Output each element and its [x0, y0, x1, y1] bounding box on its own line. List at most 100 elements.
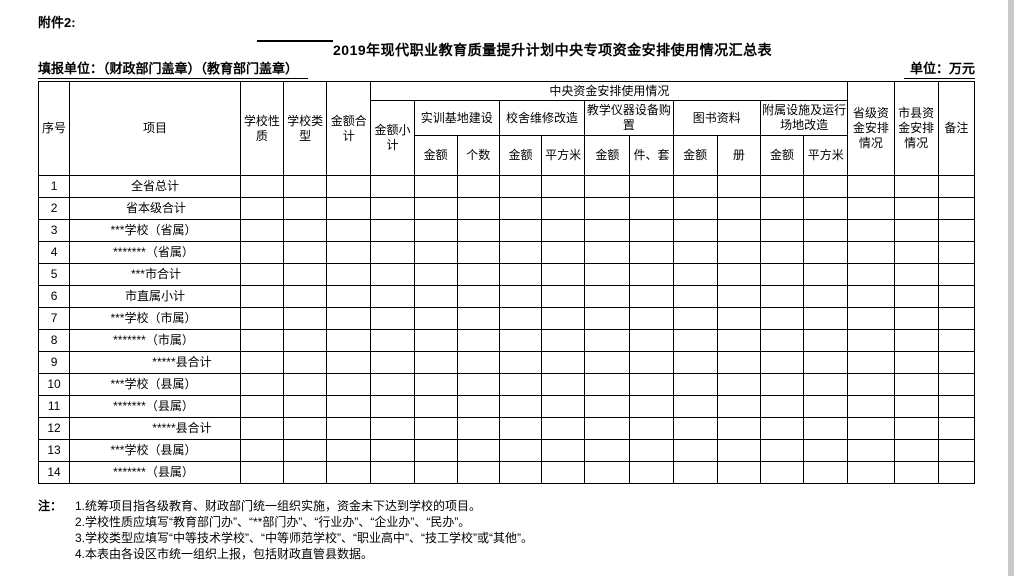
empty-cell — [541, 219, 586, 242]
col-header-total-amount: 金额合计 — [326, 81, 372, 176]
col-header-remarks: 备注 — [937, 81, 976, 176]
empty-cell — [326, 351, 372, 374]
subcol-facilities-sqm: 平方米 — [803, 135, 849, 176]
empty-cell — [584, 307, 631, 330]
empty-cell — [584, 395, 631, 418]
empty-cell — [937, 395, 976, 418]
empty-cell — [283, 417, 328, 440]
empty-cell — [326, 329, 372, 352]
empty-cell — [370, 219, 415, 242]
empty-cell — [456, 461, 500, 484]
empty-cell — [759, 175, 805, 198]
empty-cell — [283, 219, 328, 242]
empty-cell — [847, 417, 895, 440]
empty-cell — [283, 351, 328, 374]
empty-cell — [847, 461, 895, 484]
empty-cell — [893, 373, 939, 396]
empty-cell — [584, 197, 631, 220]
attachment-label: 附件2: — [38, 15, 76, 30]
empty-cell — [498, 417, 543, 440]
row-project: 全省总计 — [69, 175, 241, 198]
empty-cell — [716, 329, 761, 352]
empty-cell — [584, 439, 631, 462]
empty-cell — [413, 197, 458, 220]
empty-cell — [629, 285, 674, 308]
empty-cell — [672, 263, 718, 286]
empty-cell — [326, 307, 372, 330]
col-header-provincial: 省级资金安排情况 — [847, 81, 895, 176]
empty-cell — [672, 417, 718, 440]
row-seq: 7 — [37, 307, 71, 330]
empty-cell — [893, 197, 939, 220]
empty-cell — [937, 175, 976, 198]
empty-cell — [541, 241, 586, 264]
group-header-facilities: 附属设施及运行场地改造 — [759, 100, 849, 136]
empty-cell — [456, 395, 500, 418]
group-header-books: 图书资料 — [672, 100, 761, 136]
empty-cell — [239, 461, 285, 484]
table-row: 10 ***学校（县属） — [37, 373, 976, 396]
empty-cell — [847, 307, 895, 330]
table-row: 13 ***学校（县属） — [37, 439, 976, 462]
empty-cell — [541, 307, 586, 330]
empty-cell — [239, 373, 285, 396]
empty-cell — [239, 241, 285, 264]
empty-cell — [584, 329, 631, 352]
note-item: 1.统筹项目指各级教育、财政部门统一组织实施，资金未下达到学校的项目。 — [75, 499, 482, 513]
empty-cell — [239, 439, 285, 462]
col-header-seq: 序号 — [37, 81, 71, 176]
empty-cell — [937, 263, 976, 286]
empty-cell — [541, 197, 586, 220]
page-title: 2019年现代职业教育质量提升计划中央专项资金安排使用情况汇总表 — [333, 42, 773, 58]
empty-cell — [541, 175, 586, 198]
empty-cell — [716, 461, 761, 484]
empty-cell — [672, 351, 718, 374]
empty-cell — [629, 175, 674, 198]
empty-cell — [239, 395, 285, 418]
empty-cell — [413, 417, 458, 440]
unit-label: 单位：万元 — [903, 58, 975, 79]
col-header-city-county: 市县资金安排情况 — [893, 81, 939, 176]
empty-cell — [672, 461, 718, 484]
header-row-2: 金额小计 实训基地建设 校舍维修改造 教学仪器设备购置 图书资料 附属设施及运行… — [39, 100, 975, 176]
empty-cell — [584, 285, 631, 308]
empty-cell — [413, 241, 458, 264]
notes-label: 注： — [38, 499, 63, 513]
row-project: *****县合计 — [69, 417, 241, 440]
empty-cell — [541, 329, 586, 352]
empty-cell — [326, 175, 372, 198]
empty-cell — [672, 307, 718, 330]
table-row: 14 *******（县属） — [37, 461, 976, 484]
empty-cell — [283, 373, 328, 396]
empty-cell — [413, 395, 458, 418]
empty-cell — [239, 219, 285, 242]
empty-cell — [541, 417, 586, 440]
empty-cell — [893, 329, 939, 352]
table-row: 1 全省总计 — [37, 175, 976, 198]
empty-cell — [239, 351, 285, 374]
empty-cell — [498, 175, 543, 198]
empty-cell — [326, 373, 372, 396]
empty-cell — [498, 329, 543, 352]
empty-cell — [759, 373, 805, 396]
empty-cell — [541, 461, 586, 484]
empty-cell — [326, 417, 372, 440]
row-seq: 9 — [37, 351, 71, 374]
empty-cell — [541, 285, 586, 308]
table-row: 3 ***学校（省属） — [37, 219, 976, 242]
empty-cell — [239, 307, 285, 330]
empty-cell — [326, 439, 372, 462]
empty-cell — [370, 351, 415, 374]
empty-cell — [283, 197, 328, 220]
empty-cell — [937, 329, 976, 352]
empty-cell — [759, 351, 805, 374]
empty-cell — [370, 373, 415, 396]
empty-cell — [759, 417, 805, 440]
empty-cell — [456, 241, 500, 264]
empty-cell — [893, 175, 939, 198]
row-project: ***学校（市属） — [69, 307, 241, 330]
empty-cell — [456, 417, 500, 440]
empty-cell — [937, 197, 976, 220]
empty-cell — [629, 461, 674, 484]
